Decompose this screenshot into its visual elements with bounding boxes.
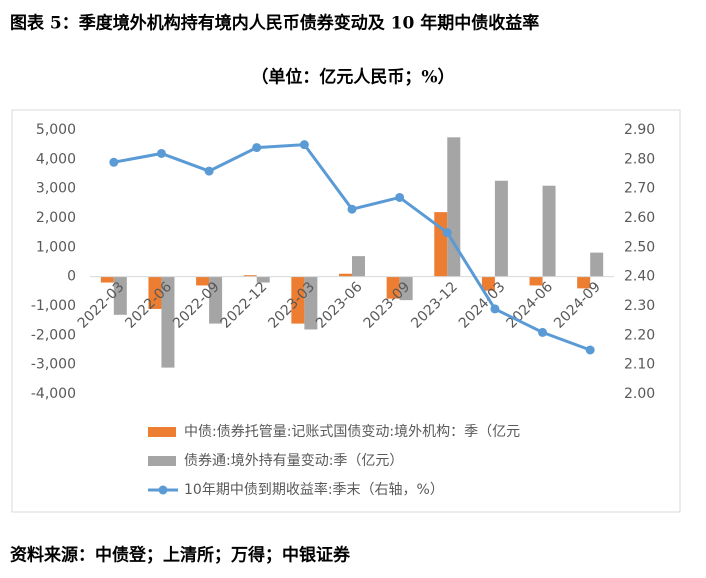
y2-tick-label: 2.90 [624, 122, 655, 138]
line-point [252, 143, 262, 153]
y-tick-label: 4,000 [36, 151, 76, 167]
chart-title: 图表 5：季度境外机构持有境内人民币债券变动及 10 年期中债收益率 [10, 13, 539, 34]
line-point [204, 166, 214, 176]
bar [481, 276, 495, 291]
y2-tick-label: 2.20 [624, 327, 655, 343]
y-tick-label: 3,000 [36, 181, 76, 197]
chart-frame [11, 109, 681, 513]
y2-tick-label: 2.80 [624, 151, 655, 167]
legend-label: 债券通:境外持有量变动:季（亿元） [184, 453, 403, 469]
y-tick-label: -2,000 [31, 327, 76, 343]
bar [590, 252, 604, 277]
y2-tick-label: 2.10 [624, 357, 655, 373]
bar [304, 276, 318, 330]
line-point [490, 304, 500, 314]
y-tick-label: 0 [67, 269, 76, 285]
bar [447, 137, 461, 277]
y-tick-label: -3,000 [31, 357, 76, 373]
chart-subtitle: （单位：亿元人民币；%） [251, 67, 454, 88]
legend-label: 10年期中债到期收益率:季末（右轴，%） [184, 481, 444, 498]
y-tick-label: -1,000 [31, 298, 76, 314]
bar [256, 276, 270, 283]
bar [529, 276, 543, 286]
bar [434, 212, 448, 277]
bar [148, 276, 162, 309]
legend-label: 中债:债券托管量:记账式国债变动:境外机构：季（亿元 [184, 424, 520, 440]
x-tick-label: 2023-06 [313, 279, 366, 332]
legend-swatch [158, 485, 168, 495]
y-tick-label: 2,000 [36, 210, 76, 226]
y2-tick-label: 2.50 [624, 239, 655, 255]
bar [339, 273, 352, 277]
bar [352, 256, 365, 277]
bar [399, 276, 413, 301]
bar [113, 276, 127, 315]
y2-tick-label: 2.40 [624, 269, 655, 285]
line-point [538, 327, 548, 337]
y-tick-label: 5,000 [36, 122, 76, 138]
bar [196, 276, 210, 286]
line-point [109, 157, 119, 167]
bar [161, 276, 175, 368]
legend-swatch [148, 456, 176, 466]
line-point [156, 148, 166, 158]
y2-tick-label: 2.60 [624, 210, 655, 226]
line-point [299, 140, 309, 150]
x-tick-label: 2023-12 [408, 279, 461, 332]
bar [100, 276, 114, 283]
y2-tick-label: 2.30 [624, 298, 655, 314]
source: 资料来源：中债登；上清所；万得；中银证券 [10, 545, 351, 566]
line-point [442, 228, 452, 238]
line-point [585, 345, 595, 355]
bar [291, 276, 305, 324]
bar [577, 276, 591, 289]
bar [243, 275, 257, 277]
y-tick-label: 1,000 [36, 239, 76, 255]
y-tick-label: -4,000 [31, 386, 76, 402]
bar [494, 180, 508, 277]
bar [542, 185, 556, 277]
bar [386, 276, 400, 299]
line-point [347, 204, 357, 214]
x-tick-label: 2024-06 [504, 279, 557, 332]
y2-tick-label: 2.00 [624, 386, 655, 402]
y2-tick-label: 2.70 [624, 181, 655, 197]
x-tick-label: 2022-12 [218, 279, 271, 332]
legend-swatch [148, 427, 176, 437]
line-point [395, 192, 405, 202]
bar [209, 276, 223, 324]
